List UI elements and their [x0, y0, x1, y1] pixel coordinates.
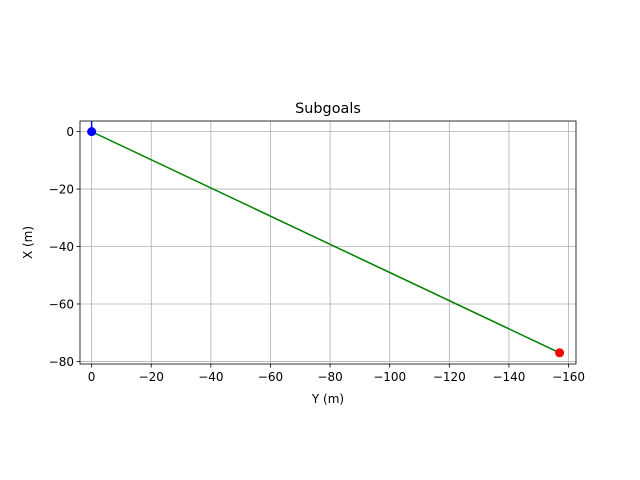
series-marker — [555, 348, 565, 358]
x-tick-label: −100 — [373, 370, 406, 384]
x-tick-label: −40 — [198, 370, 223, 384]
plot-area — [76, 120, 577, 368]
y-tick-label: −40 — [49, 240, 74, 254]
axes-background — [80, 121, 576, 364]
y-tick-label: 0 — [66, 125, 74, 139]
x-axis-title: Y (m) — [311, 392, 344, 406]
axis-ticks — [76, 131, 569, 368]
y-tick-label: −60 — [49, 297, 74, 311]
grid-lines — [80, 121, 576, 364]
x-tick-label: −140 — [492, 370, 525, 384]
y-tick-label: −80 — [49, 355, 74, 369]
axes-frame — [79, 120, 577, 365]
x-tick-label: 0 — [88, 370, 96, 384]
series-marker — [87, 127, 97, 137]
x-tick-label: −80 — [317, 370, 342, 384]
x-tick-label: −120 — [433, 370, 466, 384]
series-layer — [87, 121, 565, 358]
series-line — [91, 130, 560, 354]
x-tick-label: −20 — [139, 370, 164, 384]
x-tick-label: −160 — [552, 370, 585, 384]
y-axis-title: X (m) — [21, 226, 35, 259]
chart-title: Subgoals — [295, 101, 361, 117]
y-tick-label: −20 — [49, 183, 74, 197]
x-tick-label: −60 — [258, 370, 283, 384]
